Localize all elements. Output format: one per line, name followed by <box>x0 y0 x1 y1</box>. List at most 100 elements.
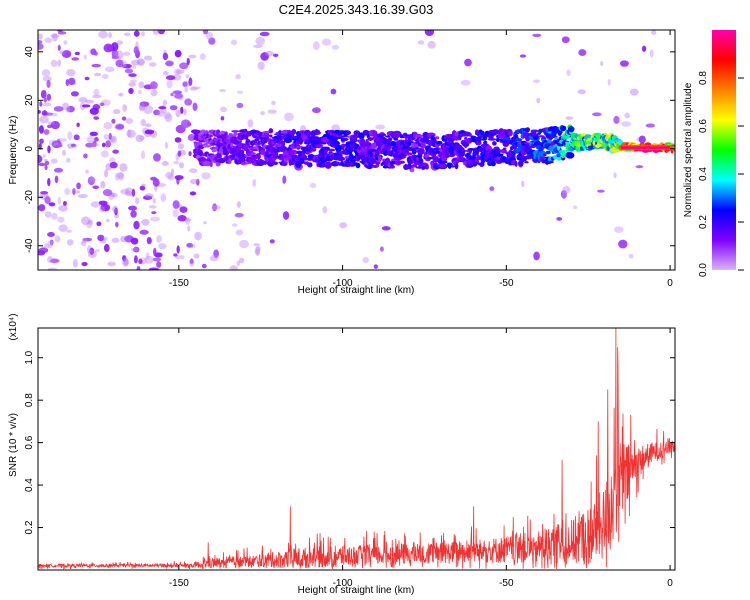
heatmap-noise-cell <box>102 189 113 197</box>
heatmap-signal-cell <box>400 136 405 139</box>
heatmap-noise-cell <box>39 115 49 124</box>
heatmap-signal-cell <box>411 148 417 155</box>
heatmap-noise-cell <box>253 243 261 247</box>
heatmap-noise-cell <box>201 172 211 180</box>
heatmap-signal-cell <box>440 160 448 164</box>
heatmap-noise-cell <box>47 177 51 187</box>
heatmap-noise-cell <box>111 49 119 58</box>
heatmap-noise-cell <box>149 81 158 90</box>
heatmap-noise-cell <box>48 202 56 207</box>
heatmap-noise-cell <box>173 93 183 99</box>
heatmap-noise-cell <box>629 88 639 96</box>
heatmap-noise-cell <box>624 112 630 119</box>
heatmap-noise-cell <box>152 30 160 35</box>
heatmap-noise-cell <box>43 97 47 103</box>
heatmap-noise-cell <box>187 225 191 232</box>
heatmap-signal-cell <box>445 152 450 157</box>
heatmap-noise-cell <box>208 37 216 45</box>
heatmap-signal-cell <box>530 129 539 133</box>
heatmap-noise-cell <box>259 31 270 37</box>
heatmap-noise-cell <box>59 50 65 55</box>
heatmap-noise-cell <box>80 240 87 247</box>
heatmap-noise-cell <box>81 237 87 244</box>
heatmap-xtick-label: -50 <box>499 278 514 289</box>
heatmap-noise-cell <box>124 68 134 74</box>
heatmap-noise-cell <box>87 176 95 186</box>
heatmap-noise-cell <box>201 263 207 269</box>
heatmap-noise-cell <box>257 61 265 71</box>
heatmap-noise-cell <box>85 169 89 174</box>
heatmap-noise-cell <box>172 200 180 209</box>
heatmap-ytick-label: 40 <box>24 46 35 58</box>
snr-ytick-label: 1.0 <box>24 350 35 364</box>
heatmap-signal-cell <box>224 131 228 136</box>
heatmap-noise-cell <box>114 50 124 60</box>
heatmap-noise-cell <box>427 40 436 49</box>
heatmap-noise-cell <box>108 132 112 140</box>
heatmap-noise-cell <box>138 81 145 89</box>
snr-xtick-label: -100 <box>333 578 353 589</box>
heatmap-noise-cell <box>42 153 46 158</box>
heatmap-noise-cell <box>651 30 657 35</box>
heatmap-noise-cell <box>92 143 100 147</box>
heatmap-signal-cell <box>268 128 274 134</box>
heatmap-noise-cell <box>153 247 157 257</box>
heatmap-signal-cell <box>453 137 460 141</box>
heatmap-noise-cell <box>44 160 50 166</box>
heatmap-noise-cell <box>107 261 116 267</box>
heatmap-noise-cell <box>137 58 145 67</box>
heatmap-noise-cell <box>122 255 127 262</box>
heatmap-noise-cell <box>260 52 269 61</box>
heatmap-signal-cell <box>420 142 426 149</box>
heatmap-signal-cell <box>404 152 413 156</box>
heatmap-noise-cell <box>189 259 195 267</box>
snr-series-line <box>38 328 675 570</box>
heatmap-signal-cell <box>438 163 447 169</box>
heatmap-signal-cell <box>535 140 541 145</box>
heatmap-noise-cell <box>72 188 76 195</box>
heatmap-noise-cell <box>50 121 60 130</box>
heatmap-noise-cell <box>128 87 134 95</box>
heatmap-noise-cell <box>172 90 183 95</box>
snr-multiplier: (x10⁴) <box>8 313 19 340</box>
heatmap-noise-cell <box>128 73 137 78</box>
heatmap-noise-cell <box>99 102 105 106</box>
heatmap-noise-cell <box>40 90 47 99</box>
heatmap-signal-cell <box>324 161 332 169</box>
colorbar: 0.0 0.2 0.4 0.6 0.8 Normalized spectral ampl… <box>683 30 744 277</box>
heatmap-noise-cell <box>206 31 214 41</box>
heatmap-noise-cell <box>182 81 188 87</box>
heatmap-noise-cell <box>175 109 181 118</box>
heatmap-noise-cell <box>186 57 190 66</box>
heatmap-noise-cell <box>56 141 63 146</box>
heatmap-noise-cell <box>136 58 146 66</box>
heatmap-noise-cell <box>101 73 109 80</box>
heatmap-signal-cell <box>490 160 496 167</box>
heatmap-noise-cell <box>100 180 106 189</box>
heatmap-noise-cell <box>619 60 629 67</box>
heatmap-noise-cell <box>130 237 139 245</box>
heatmap-noise-cell <box>130 210 137 218</box>
heatmap-noise-cell <box>618 239 628 249</box>
heatmap-signal-cell <box>556 130 563 134</box>
heatmap-noise-cell <box>93 116 100 120</box>
heatmap-signal-cell <box>377 155 382 162</box>
heatmap-noise-cell <box>230 39 238 46</box>
heatmap-signal-cell <box>492 141 497 146</box>
heatmap-signal-cell <box>508 130 513 137</box>
heatmap-noise-cell <box>158 243 167 250</box>
heatmap-noise-cell <box>173 160 180 165</box>
heatmap-noise-cell <box>312 107 321 114</box>
heatmap-signal-cell <box>311 136 321 141</box>
heatmap-noise-cell <box>40 191 49 195</box>
heatmap-noise-cell <box>635 165 644 169</box>
heatmap-noise-cell <box>138 258 143 265</box>
heatmap-noise-cell <box>229 265 238 270</box>
heatmap-signal-cell <box>336 156 346 162</box>
heatmap-noise-cell <box>133 46 139 55</box>
heatmap-signal-cell <box>291 128 297 135</box>
heatmap-signal-cell <box>462 142 470 147</box>
heatmap-signal-cell <box>202 144 211 148</box>
heatmap-noise-cell <box>183 108 187 116</box>
heatmap-noise-cell <box>131 188 136 197</box>
